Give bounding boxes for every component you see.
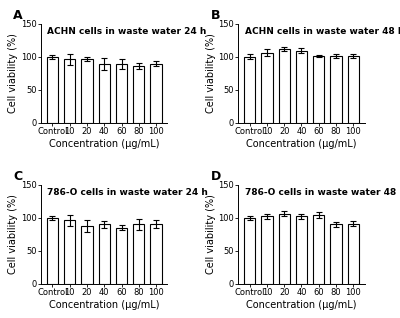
Bar <box>47 218 58 284</box>
Bar <box>348 56 359 123</box>
Y-axis label: Cell viability (%): Cell viability (%) <box>206 33 216 113</box>
Bar <box>150 224 162 284</box>
Y-axis label: Cell viability (%): Cell viability (%) <box>8 194 18 274</box>
Text: 786-O cells in waste water 24 h: 786-O cells in waste water 24 h <box>47 188 208 197</box>
Bar <box>116 228 127 284</box>
Text: A: A <box>13 9 23 22</box>
Bar <box>81 59 92 123</box>
Bar <box>296 216 307 284</box>
Bar <box>348 224 359 284</box>
Text: D: D <box>210 170 221 183</box>
Bar <box>47 57 58 123</box>
Y-axis label: Cell viability (%): Cell viability (%) <box>8 33 18 113</box>
Bar <box>313 56 324 123</box>
Bar <box>330 224 342 284</box>
Bar <box>64 220 75 284</box>
Bar <box>261 52 272 123</box>
X-axis label: Concentration (μg/mL): Concentration (μg/mL) <box>246 139 357 149</box>
Bar <box>278 214 290 284</box>
Bar <box>261 216 272 284</box>
Bar <box>330 56 342 123</box>
Bar <box>64 59 75 123</box>
Text: ACHN cells in waste water 24 h: ACHN cells in waste water 24 h <box>47 26 207 36</box>
Bar <box>133 224 144 284</box>
Bar <box>296 51 307 123</box>
X-axis label: Concentration (μg/mL): Concentration (μg/mL) <box>49 300 160 310</box>
X-axis label: Concentration (μg/mL): Concentration (μg/mL) <box>49 139 160 149</box>
Text: C: C <box>13 170 22 183</box>
Bar <box>81 226 92 284</box>
Bar <box>278 49 290 123</box>
Bar <box>150 64 162 123</box>
Text: B: B <box>210 9 220 22</box>
Bar <box>244 218 255 284</box>
X-axis label: Concentration (μg/mL): Concentration (μg/mL) <box>246 300 357 310</box>
Bar <box>244 57 255 123</box>
Text: ACHN cells in waste water 48 h: ACHN cells in waste water 48 h <box>244 26 400 36</box>
Text: 786-O cells in waste water 48 h: 786-O cells in waste water 48 h <box>244 188 400 197</box>
Bar <box>313 215 324 284</box>
Y-axis label: Cell viability (%): Cell viability (%) <box>206 194 216 274</box>
Bar <box>133 66 144 123</box>
Bar <box>99 64 110 123</box>
Bar <box>99 224 110 284</box>
Bar <box>116 64 127 123</box>
